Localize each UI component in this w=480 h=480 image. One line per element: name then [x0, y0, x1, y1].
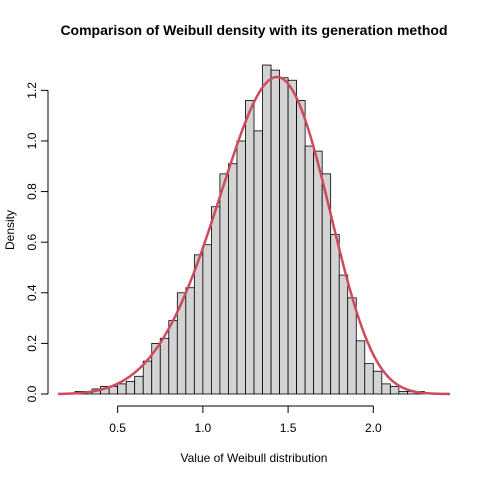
- y-tick-label: 1.2: [25, 82, 39, 99]
- histogram-bar: [117, 383, 127, 395]
- histogram-bar: [270, 69, 280, 395]
- x-axis: 0.5 1.0 1.5 2.0: [109, 405, 382, 435]
- histogram-bar: [262, 64, 272, 395]
- histogram-bar: [202, 244, 212, 395]
- histogram-bar: [287, 79, 298, 395]
- histogram-bars: [74, 64, 425, 395]
- histogram-bar: [372, 370, 383, 395]
- histogram-bar: [338, 274, 349, 395]
- histogram-bar: [219, 173, 229, 395]
- histogram-bar: [364, 363, 374, 395]
- histogram-bar: [159, 337, 170, 395]
- histogram-bar: [193, 254, 204, 395]
- y-axis-label: Density: [3, 210, 17, 250]
- histogram-bar: [228, 163, 238, 395]
- y-tick-label: 1.0: [25, 132, 39, 149]
- histogram-bar: [185, 287, 195, 395]
- histogram-bar: [245, 100, 255, 395]
- y-tick-label: 0.4: [25, 284, 39, 301]
- y-tick-label: 0.0: [25, 385, 39, 402]
- histogram-bar: [313, 150, 323, 395]
- histogram-bar: [236, 140, 246, 395]
- x-tick-label: 1.0: [195, 421, 212, 435]
- histogram-bar: [355, 340, 366, 395]
- histogram-bar: [125, 380, 136, 395]
- histogram-bar: [279, 77, 289, 395]
- y-tick-label: 0.2: [25, 335, 39, 352]
- chart-title: Comparison of Weibull density with its g…: [60, 22, 447, 38]
- histogram-bar: [330, 234, 340, 395]
- histogram-bar: [134, 375, 144, 395]
- y-tick-label: 0.6: [25, 234, 39, 251]
- density-curve: [57, 75, 451, 396]
- y-tick-label: 0.8: [25, 183, 39, 200]
- histogram-bar: [296, 100, 306, 395]
- x-axis-label: Value of Weibull distribution: [181, 451, 328, 465]
- histogram-bar: [142, 360, 153, 395]
- histogram-bar: [389, 386, 400, 395]
- histogram-bar: [210, 206, 221, 395]
- histogram-bar: [381, 383, 391, 395]
- histogram-bar: [253, 130, 263, 395]
- x-tick-label: 1.5: [280, 421, 297, 435]
- y-axis: 0.0 0.2 0.4 0.6 0.8 1.0 1.2: [25, 82, 49, 402]
- histogram-bar: [347, 297, 357, 395]
- x-tick-label: 2.0: [365, 421, 382, 435]
- x-tick-label: 0.5: [109, 421, 126, 435]
- histogram-bar: [304, 145, 315, 395]
- histogram-bar: [398, 391, 408, 395]
- histogram-bar: [168, 320, 178, 395]
